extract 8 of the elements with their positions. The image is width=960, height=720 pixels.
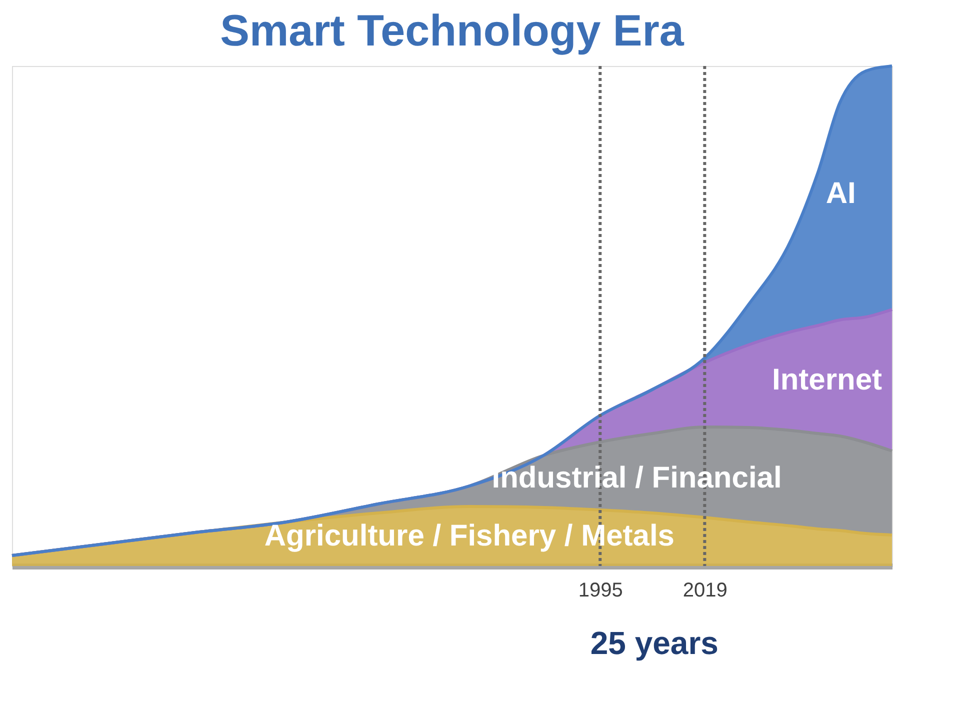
x-tick-label: 1995 bbox=[578, 580, 623, 602]
text: 25 years bbox=[590, 625, 718, 661]
series-label: Internet bbox=[772, 363, 882, 396]
x-tick-label: 2019 bbox=[682, 580, 728, 602]
series-label: AI bbox=[826, 177, 856, 210]
series-label: Agriculture / Fishery / Metals bbox=[264, 519, 674, 552]
series-label: Industrial / Financial bbox=[492, 461, 782, 494]
chart-title: Smart Technology Era bbox=[220, 6, 684, 56]
